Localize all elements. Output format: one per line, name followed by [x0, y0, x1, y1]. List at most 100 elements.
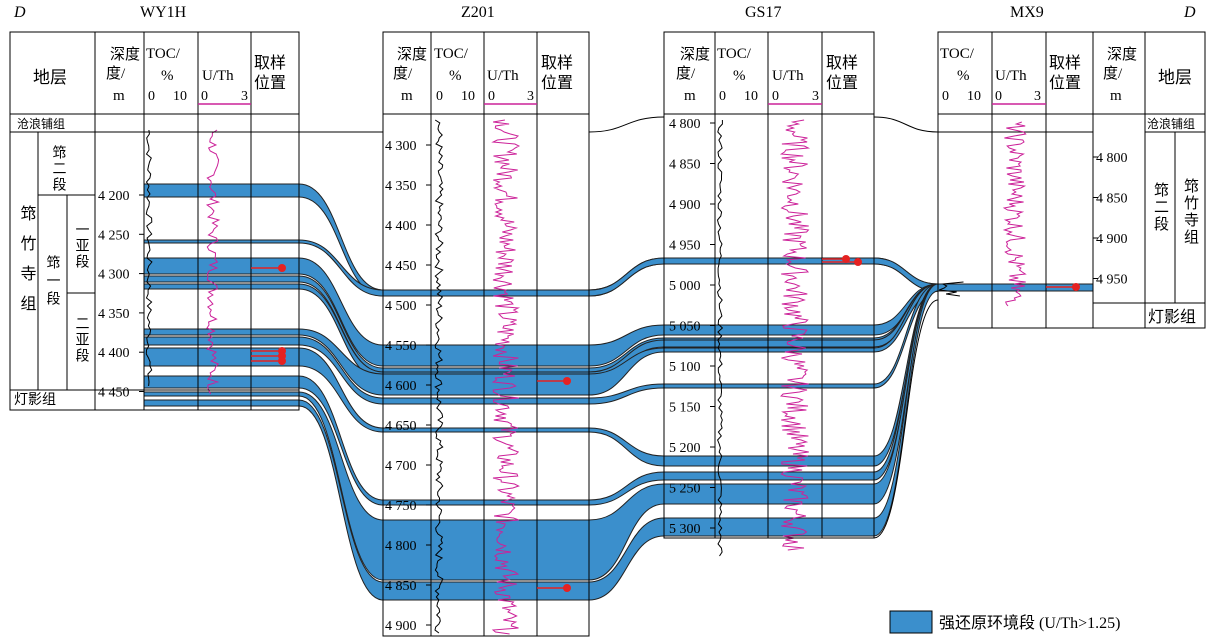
depth-tick-label: 4 850 — [1096, 192, 1128, 207]
depth-unit: m — [401, 88, 413, 104]
toc-header: TOC/ — [146, 46, 181, 62]
uth-header: U/Th — [772, 68, 804, 84]
sample-header-1: 取样 — [826, 54, 858, 72]
sample-dot — [278, 357, 286, 365]
sample-header-2: 位置 — [541, 74, 573, 92]
depth-tick-label: 4 300 — [98, 268, 130, 283]
well-z201 — [382, 31, 590, 637]
depth-header-2: 度/ — [676, 65, 696, 82]
strata-q2: 筇二段 — [51, 145, 67, 193]
toc-unit: % — [957, 68, 970, 84]
depth-header-1: 深度 — [680, 46, 710, 63]
well-gs17 — [663, 31, 875, 539]
depth-tick-label: 4 800 — [1096, 151, 1128, 166]
depth-tick-label: 4 400 — [98, 346, 130, 361]
uth-scale-min: 0 — [201, 89, 208, 104]
depth-tick-label: 5 000 — [669, 279, 701, 294]
uth-header: U/Th — [202, 68, 234, 84]
wy1h-depth-ticks: 4 200 4 250 4 300 4 350 4 400 4 450 — [98, 189, 144, 401]
well-wy1h — [9, 31, 300, 411]
toc-header: TOC/ — [940, 46, 975, 62]
strata-q1: 筇一段 — [45, 255, 61, 309]
formation-top-line — [10, 116, 1093, 133]
depth-tick-label: 4 850 — [385, 579, 417, 594]
depth-header-1: 深度 — [397, 46, 427, 63]
toc-curve — [939, 281, 964, 297]
legend: 强还原环境段 (U/Th>1.25) — [889, 610, 1120, 634]
sample-dot — [563, 377, 571, 385]
depth-header-1: 深度 — [1107, 46, 1137, 63]
mx9-labels: MX9 D TOC/ % 0 10 U/Th 0 3 取样 位置 深度 度/ m… — [940, 4, 1199, 326]
toc-scale-max: 10 — [173, 89, 187, 104]
toc-unit: % — [449, 68, 462, 84]
formation-base-line — [873, 299, 939, 539]
toc-scale-min: 0 — [148, 89, 155, 104]
uth-curve — [491, 119, 521, 635]
depth-tick-label: 4 950 — [669, 239, 701, 254]
z201-labels: Z201 深度 度/ m TOC/ % 0 10 U/Th 0 3 取样 位置 — [393, 4, 573, 105]
toc-unit: % — [733, 68, 746, 84]
depth-tick-label: 5 050 — [669, 320, 701, 335]
strata-q2: 筇二段 — [1152, 182, 1169, 233]
mx9-depth-ticks: 4 800 4 850 4 900 4 950 — [1093, 151, 1128, 288]
depth-tick-label: 4 350 — [385, 179, 417, 194]
depth-tick-label: 4 300 — [385, 139, 417, 154]
depth-unit: m — [684, 88, 696, 104]
sample-dot — [854, 258, 862, 266]
depth-tick-label: 4 550 — [385, 339, 417, 354]
sample-header-2: 位置 — [254, 74, 286, 92]
uth-scale-max: 3 — [241, 89, 248, 104]
sample-dot — [278, 264, 286, 272]
z201-depth-ticks: 4 300 4 350 4 400 4 450 4 500 4 550 4 600 4 650… — [385, 139, 431, 634]
strata-sub1: 一亚段 — [74, 222, 90, 270]
depth-tick-label: 4 450 — [98, 386, 130, 401]
log-curves — [145, 119, 1027, 635]
toc-scale-max: 10 — [967, 89, 981, 104]
uth-scale-min: 0 — [995, 89, 1002, 104]
correlation-bands — [10, 116, 1094, 601]
section-end-right: D — [1183, 4, 1196, 21]
depth-tick-label: 4 700 — [385, 459, 417, 474]
legend-label: 强还原环境段 (U/Th>1.25) — [939, 613, 1120, 632]
strata-sub2: 二亚段 — [74, 316, 90, 364]
depth-tick-label: 5 150 — [669, 401, 701, 416]
well-name-wy1h: WY1H — [140, 4, 187, 21]
depth-tick-label: 5 250 — [669, 482, 701, 497]
strata-canglangpu: 沧浪铺组 — [1147, 116, 1195, 131]
sample-header-1: 取样 — [541, 54, 573, 72]
strata-dengying: 灯影组 — [14, 392, 56, 408]
well-name-z201: Z201 — [461, 4, 495, 21]
depth-tick-label: 5 100 — [669, 360, 701, 375]
depth-tick-label: 4 350 — [98, 307, 130, 322]
strata-header: 地层 — [33, 68, 67, 87]
toc-scale-max: 10 — [461, 89, 475, 104]
well-name-gs17: GS17 — [745, 4, 781, 21]
strata-canglangpu: 沧浪铺组 — [17, 116, 65, 131]
uth-curve — [1002, 121, 1027, 307]
depth-tick-label: 4 800 — [669, 117, 701, 132]
toc-header: TOC/ — [717, 46, 752, 62]
depth-tick-label: 4 650 — [385, 419, 417, 434]
depth-tick-label: 4 200 — [98, 189, 130, 204]
sample-dot — [842, 255, 850, 263]
uth-curve — [779, 119, 811, 551]
depth-tick-label: 4 250 — [98, 228, 130, 243]
section-end-left: D — [13, 4, 26, 21]
depth-tick-label: 4 600 — [385, 379, 417, 394]
sample-header-1: 取样 — [254, 54, 286, 72]
depth-unit: m — [113, 88, 125, 104]
depth-tick-label: 4 900 — [669, 198, 701, 213]
depth-tick-label: 4 750 — [385, 499, 417, 514]
depth-unit: m — [1110, 88, 1122, 104]
depth-tick-label: 4 850 — [669, 158, 701, 173]
depth-tick-label: 4 800 — [385, 539, 417, 554]
wy1h-labels: WY1H D 地层 深度 度/ m TOC/ % 0 10 U/Th 0 3 取… — [13, 4, 286, 408]
uth-curve — [205, 129, 221, 395]
uth-scale-max: 3 — [527, 89, 534, 104]
uth-scale-max: 3 — [1034, 89, 1041, 104]
uth-header: U/Th — [487, 68, 519, 84]
uth-scale-max: 3 — [812, 89, 819, 104]
toc-scale-max: 10 — [744, 89, 758, 104]
toc-scale-min: 0 — [942, 89, 949, 104]
toc-curve — [145, 129, 153, 387]
